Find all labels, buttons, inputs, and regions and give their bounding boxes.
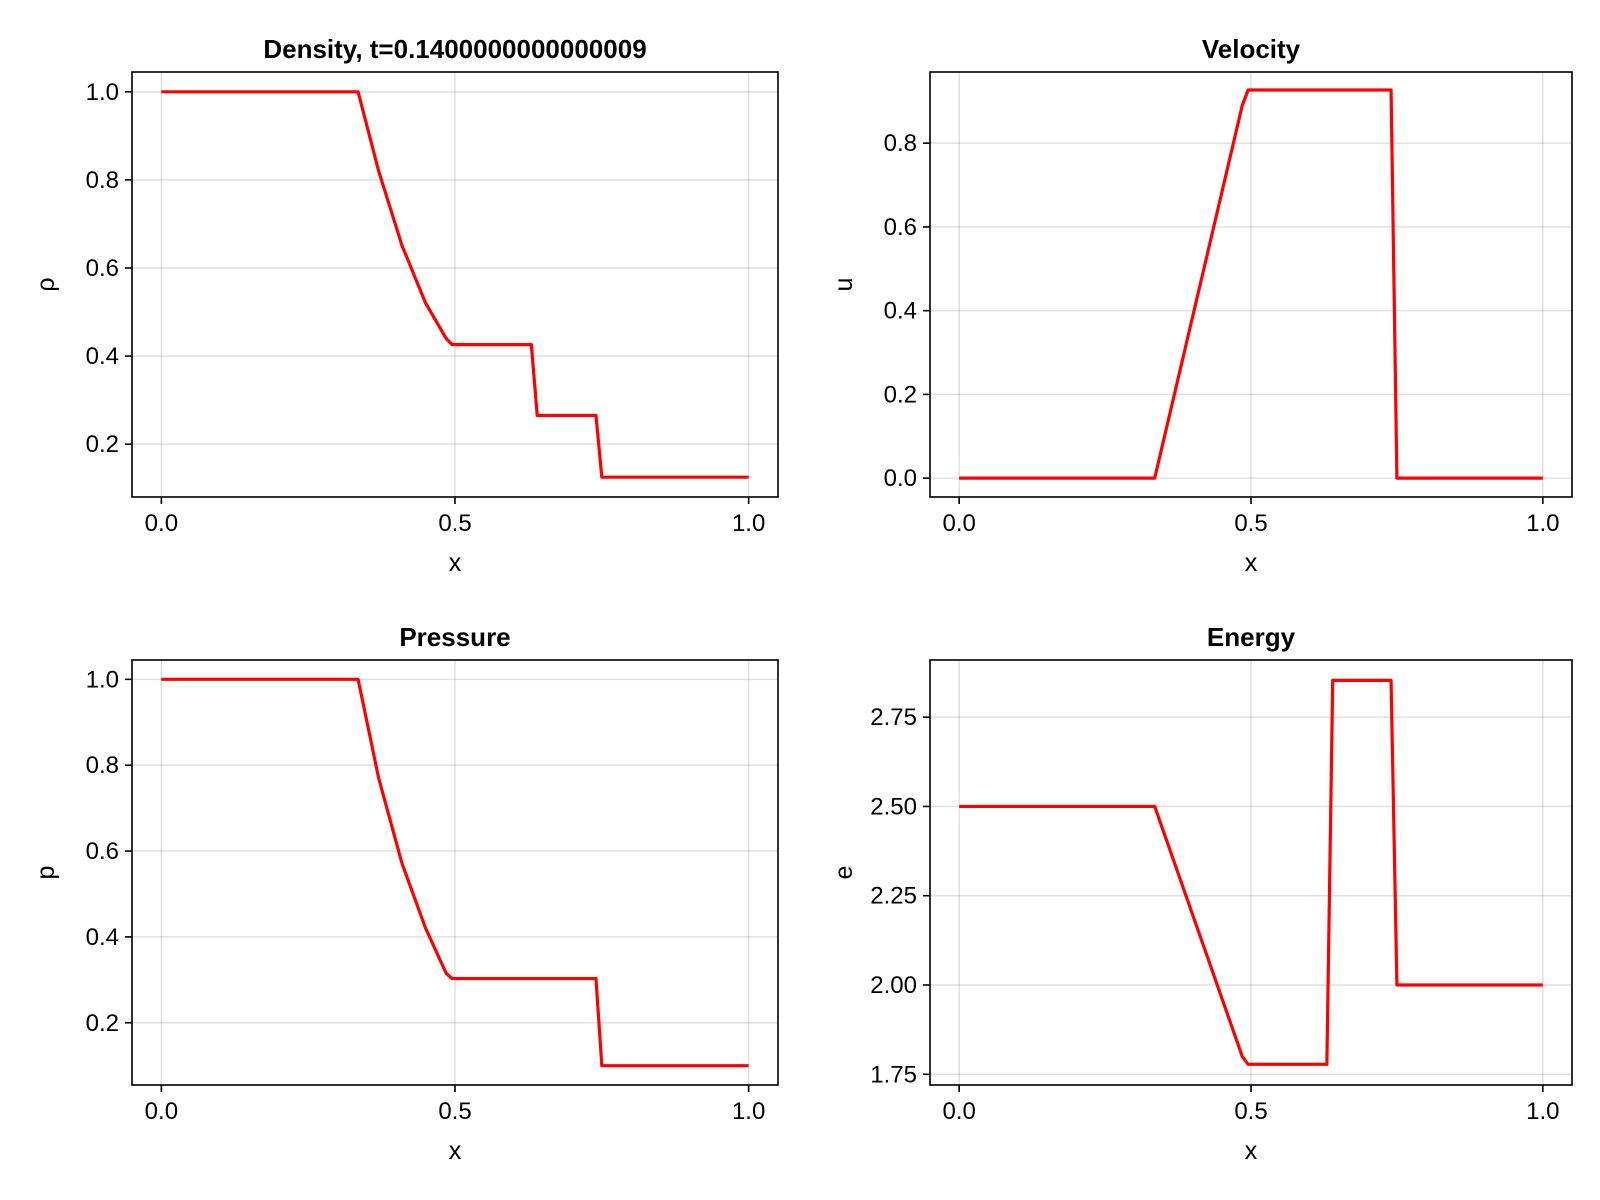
energy-x-tick-label: 1.0 [1526, 1098, 1559, 1125]
pressure-y-tick-label: 0.2 [86, 1010, 119, 1037]
pressure-x-tick-label: 0.5 [438, 1098, 471, 1125]
velocity-x-tick-label: 1.0 [1526, 510, 1559, 537]
pressure-y-tick-label: 0.4 [86, 924, 119, 951]
energy-y-tick-label: 1.75 [870, 1061, 917, 1088]
density-y-tick-label: 0.4 [86, 343, 119, 370]
pressure-y-tick-label: 1.0 [86, 666, 119, 693]
energy-x-axis-label: x [1245, 1137, 1258, 1165]
density-x-axis-label: x [449, 549, 462, 577]
velocity-x-axis-label: x [1245, 549, 1258, 577]
velocity-y-tick-label: 0.4 [884, 298, 917, 325]
pressure-y-axis-label: p [32, 866, 60, 880]
velocity-series-line [959, 88, 1543, 480]
velocity-x-tick-label: 0.5 [1234, 510, 1267, 537]
energy-y-tick-label: 2.50 [870, 793, 917, 820]
energy-y-tick-label: 2.00 [870, 972, 917, 999]
pressure-series-line [161, 677, 749, 1068]
pressure-x-tick-label: 0.0 [145, 1098, 178, 1125]
density-x-tick-label: 1.0 [732, 510, 765, 537]
density-series-line [161, 90, 749, 479]
energy-y-tick-label: 2.25 [870, 883, 917, 910]
energy-x-tick-label: 0.0 [942, 1098, 975, 1125]
energy-title: Energy [1207, 622, 1296, 652]
energy-series-line [959, 678, 1543, 1066]
velocity-y-tick-label: 0.2 [884, 381, 917, 408]
velocity-x-tick-label: 0.0 [942, 510, 975, 537]
energy-panel: 0.0 0.5 1.0 1.75 2.00 2.25 2.50 2.75 Energy x e [830, 622, 1573, 1165]
pressure-title: Pressure [399, 622, 510, 652]
velocity-panel: 0.0 0.5 1.0 0.0 0.2 0.4 0.6 0.8 Velocity x u [830, 34, 1573, 577]
energy-y-axis-label: e [830, 866, 858, 880]
pressure-x-axis-label: x [449, 1137, 462, 1165]
pressure-y-tick-label: 0.6 [86, 838, 119, 865]
pressure-y-tick-label: 0.8 [86, 752, 119, 779]
density-y-tick-label: 0.6 [86, 255, 119, 282]
velocity-y-tick-label: 0.0 [884, 465, 917, 492]
energy-y-tick-label: 2.75 [870, 704, 917, 731]
density-x-tick-label: 0.5 [438, 510, 471, 537]
pressure-panel: 0.0 0.5 1.0 0.2 0.4 0.6 0.8 1.0 Pressure x p [32, 622, 779, 1165]
density-x-tick-label: 0.0 [145, 510, 178, 537]
velocity-y-tick-label: 0.8 [884, 130, 917, 157]
velocity-y-axis-label: u [830, 278, 858, 292]
density-title: Density, t=0.1400000000000009 [263, 34, 646, 64]
density-panel: 0.0 0.5 1.0 0.2 0.4 0.6 0.8 1.0 Density, t=0.140… [32, 34, 779, 577]
velocity-title: Velocity [1202, 34, 1301, 64]
pressure-x-tick-label: 1.0 [732, 1098, 765, 1125]
density-y-axis-label: ρ [32, 277, 60, 291]
density-y-tick-label: 0.8 [86, 167, 119, 194]
density-y-tick-label: 1.0 [86, 79, 119, 106]
density-y-tick-label: 0.2 [86, 431, 119, 458]
velocity-y-tick-label: 0.6 [884, 214, 917, 241]
energy-x-tick-label: 0.5 [1234, 1098, 1267, 1125]
